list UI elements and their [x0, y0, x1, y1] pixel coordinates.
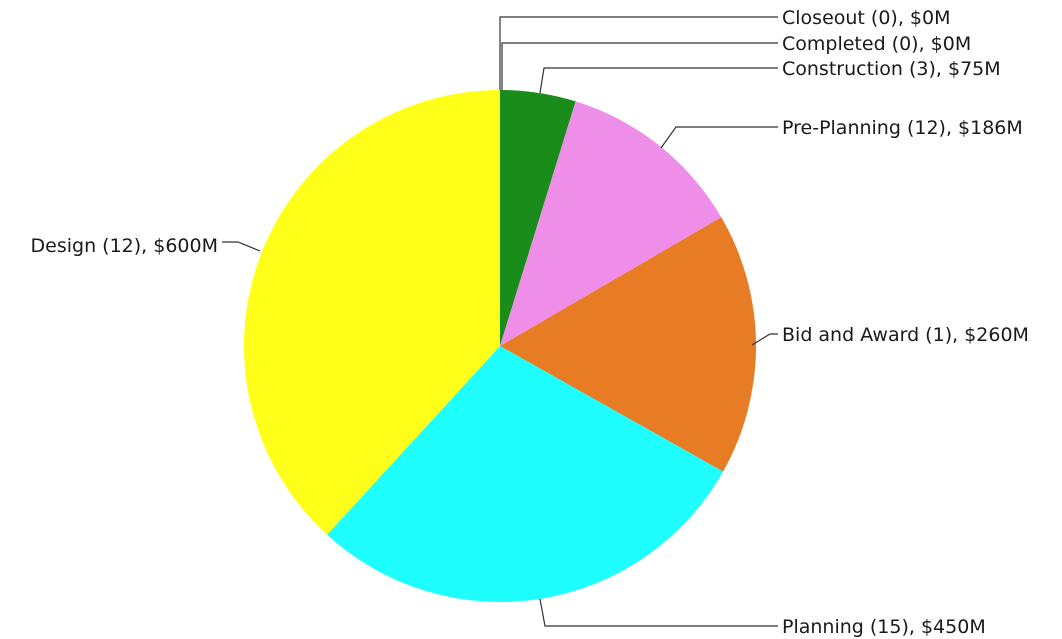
label-pre-planning: Pre-Planning (12), $186M — [782, 117, 1023, 139]
leader-line-pre-planning — [660, 126, 778, 149]
label-planning: Planning (15), $450M — [782, 616, 986, 638]
leader-line-design — [222, 241, 261, 252]
slice-pre-planning[interactable] — [500, 101, 722, 347]
slice-labels: Closeout (0), $0M Completed (0), $0M Con… — [31, 7, 1029, 638]
leader-line-closeout — [499, 16, 778, 90]
leader-line-planning — [539, 598, 778, 627]
pie-slices — [243, 90, 757, 603]
label-completed: Completed (0), $0M — [782, 33, 971, 55]
slice-bid-and-award[interactable] — [500, 217, 757, 472]
label-closeout: Closeout (0), $0M — [782, 7, 950, 29]
leader-line-completed — [501, 42, 778, 90]
slice-design[interactable] — [243, 90, 500, 535]
leader-line-construction — [539, 67, 778, 94]
leader-line-bid-and-award — [751, 333, 778, 346]
label-bid-and-award: Bid and Award (1), $260M — [782, 324, 1029, 346]
leader-lines — [222, 16, 778, 627]
label-construction: Construction (3), $75M — [782, 58, 1001, 80]
slice-planning[interactable] — [327, 346, 724, 603]
label-design: Design (12), $600M — [31, 235, 218, 257]
slice-construction[interactable] — [500, 90, 576, 346]
